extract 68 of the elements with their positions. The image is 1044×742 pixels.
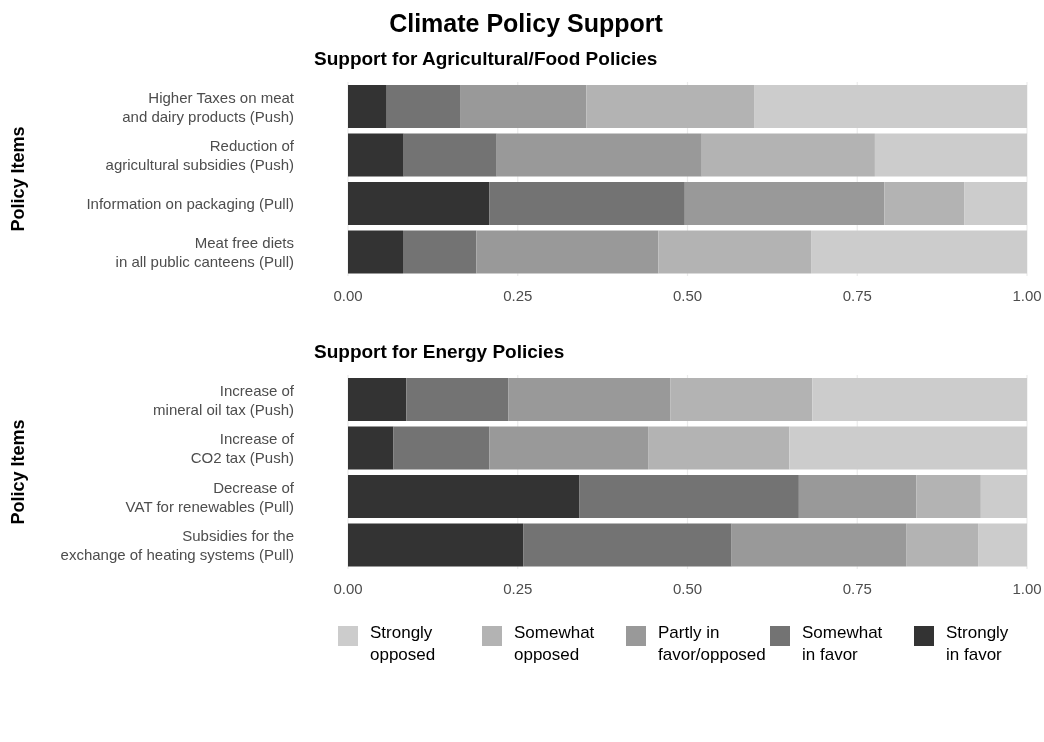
bar	[348, 378, 407, 421]
bar	[754, 85, 1027, 128]
bar	[348, 85, 387, 128]
bar	[496, 133, 702, 177]
x-tick-label: 0.50	[672, 286, 703, 304]
legend-label: Somewhat in favor	[802, 622, 883, 666]
bar	[670, 378, 813, 421]
x-tick-label: 0.00	[333, 579, 363, 597]
y-axis-title: Policy Items	[8, 126, 29, 232]
bar	[523, 523, 732, 567]
y-tick-label: Information on packaging (Pull)	[86, 194, 294, 212]
bar	[658, 230, 812, 274]
y-tick-label: Subsidies for the exchange of heating systems (Pull)	[60, 526, 294, 563]
bar	[648, 426, 790, 470]
legend-label: Strongly opposed	[370, 622, 436, 666]
x-tick-label: 0.25	[503, 286, 533, 304]
bar	[980, 475, 1027, 518]
chart-subtitle: Support for Energy Policies	[313, 341, 566, 364]
bar	[731, 523, 907, 567]
bar	[348, 133, 404, 177]
bar	[348, 230, 403, 274]
bar	[884, 182, 965, 225]
bar	[586, 85, 755, 128]
bar	[386, 85, 461, 128]
legend-label: Strongly in favor	[946, 622, 1009, 666]
y-tick-label: Increase of CO2 tax (Push)	[190, 429, 295, 466]
legend-label: Somewhat opposed	[514, 622, 595, 666]
x-tick-label: 0.50	[672, 579, 703, 597]
legend-label: Partly in favor/opposed	[658, 622, 766, 666]
bar	[406, 378, 509, 421]
bar	[812, 378, 1027, 421]
x-tick-label: 0.75	[842, 579, 872, 597]
bar	[348, 182, 490, 225]
y-tick-label: Higher Taxes on meat and dairy products (Push)	[122, 88, 295, 125]
x-tick-label: 0.75	[842, 286, 872, 304]
y-tick-label: Reduction of agricultural subsidies (Push)	[105, 136, 295, 173]
bar	[874, 133, 1027, 177]
bar	[916, 475, 981, 518]
y-tick-label: Meat free diets in all public canteens (Pull)	[115, 233, 294, 270]
y-tick-label: Decrease of VAT for renewables (Pull)	[125, 478, 295, 515]
bar	[489, 426, 649, 470]
x-tick-label: 0.25	[503, 579, 533, 597]
y-axis-title: Policy Items	[8, 419, 29, 525]
bar	[978, 523, 1027, 567]
x-tick-label: 1.00	[1012, 286, 1042, 304]
chart-subtitle: Support for Agricultural/Food Policies	[313, 48, 659, 71]
bar	[348, 523, 524, 567]
bar	[508, 378, 671, 421]
bar	[789, 426, 1027, 470]
bar	[489, 182, 685, 225]
bar	[701, 133, 875, 177]
bar	[403, 133, 497, 177]
x-tick-label: 1.00	[1012, 579, 1042, 597]
bar	[811, 230, 1027, 274]
chart-title: Climate Policy Support	[388, 8, 664, 39]
bar	[906, 523, 979, 567]
bar	[684, 182, 885, 225]
bar	[964, 182, 1027, 225]
bar	[460, 85, 587, 128]
x-tick-label: 0.00	[333, 286, 363, 304]
bar	[348, 426, 394, 470]
bar	[393, 426, 490, 470]
bar	[403, 230, 477, 274]
bar	[348, 475, 580, 518]
bar	[798, 475, 917, 518]
bar	[476, 230, 659, 274]
bar	[579, 475, 799, 518]
y-tick-label: Increase of mineral oil tax (Push)	[153, 381, 295, 418]
